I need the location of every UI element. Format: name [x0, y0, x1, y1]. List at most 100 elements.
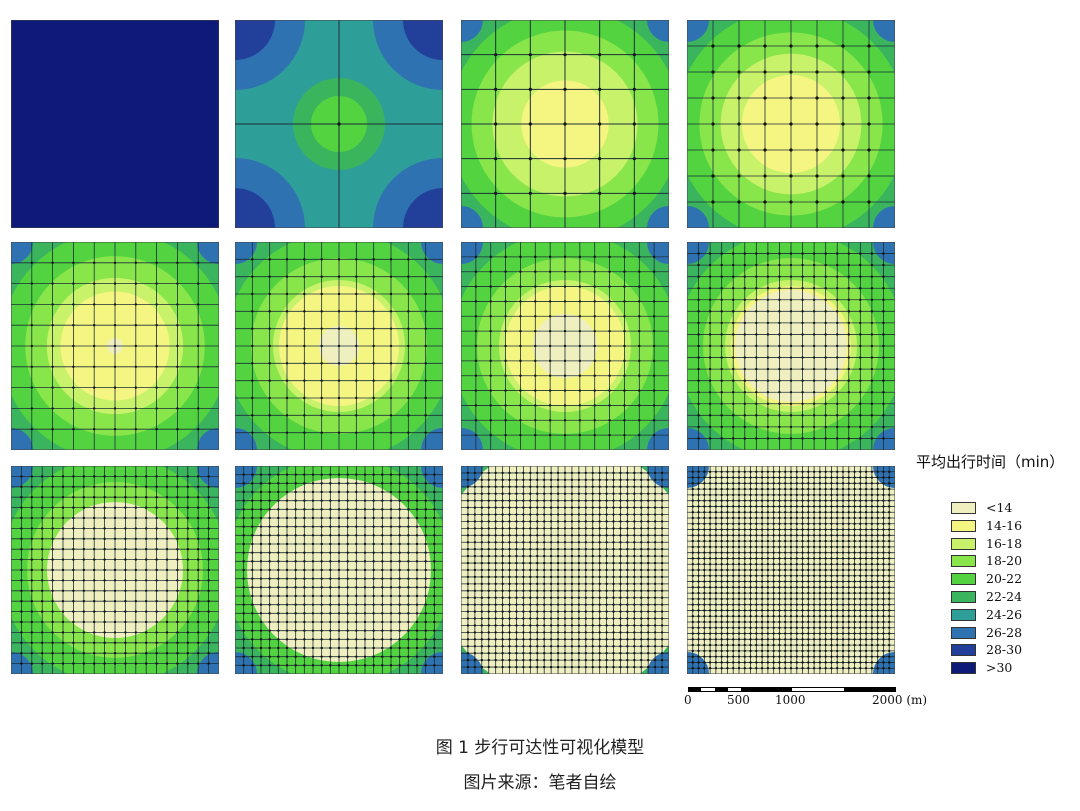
street-node [737, 499, 741, 502]
street-node [30, 631, 33, 634]
street-node [155, 558, 158, 561]
street-node [633, 499, 636, 502]
street-node [155, 600, 158, 603]
street-node [251, 594, 254, 598]
street-node [389, 431, 393, 434]
street-node [466, 499, 470, 502]
street-node [841, 551, 845, 554]
street-node [515, 485, 518, 488]
street-node [824, 655, 827, 658]
street-node [737, 505, 741, 508]
street-node [407, 525, 410, 528]
street-node [766, 487, 770, 491]
street-node [320, 586, 323, 589]
street-node [841, 609, 845, 612]
street-node [186, 641, 189, 644]
street-node [763, 96, 767, 100]
street-node [329, 542, 332, 546]
street-node [473, 485, 477, 488]
street-node [489, 315, 492, 318]
street-node [795, 580, 798, 583]
street-node [605, 548, 608, 551]
street-node [489, 359, 492, 363]
street-node [294, 594, 297, 598]
street-node [888, 586, 891, 589]
street-node [113, 365, 117, 368]
street-node [882, 534, 885, 537]
street-node [372, 362, 375, 365]
street-node [836, 661, 839, 664]
street-node [708, 414, 712, 417]
street-node [407, 655, 410, 658]
street-node [743, 499, 746, 502]
street-node [598, 658, 601, 662]
street-node [870, 402, 874, 405]
street-node [824, 505, 827, 508]
street-node [789, 96, 793, 100]
street-node [320, 525, 323, 528]
street-node [584, 561, 587, 565]
street-node [732, 586, 735, 589]
street-node [329, 534, 332, 537]
street-node [494, 645, 497, 648]
street-node [743, 551, 746, 554]
street-node [563, 582, 567, 586]
street-node [784, 638, 787, 641]
street-node [591, 554, 594, 558]
street-node [487, 665, 490, 669]
street-node [242, 655, 245, 658]
street-node [859, 632, 862, 635]
street-node [836, 263, 839, 267]
street-node [165, 641, 169, 644]
street-node [859, 391, 862, 394]
street-node [824, 667, 827, 670]
street-node [584, 541, 587, 544]
street-node [755, 333, 758, 336]
street-node [494, 582, 497, 586]
street-node [529, 541, 532, 544]
street-node [134, 282, 137, 285]
street-node [818, 649, 822, 653]
street-node [882, 425, 885, 429]
street-node [591, 506, 594, 509]
street-node [807, 476, 810, 479]
street-node [697, 574, 700, 577]
street-node [489, 433, 492, 437]
street-node [113, 344, 117, 348]
street-node [660, 541, 664, 544]
street-node [487, 658, 490, 662]
street-node [853, 482, 856, 485]
street-node [760, 487, 764, 491]
street-node [577, 631, 581, 634]
street-node [749, 511, 752, 514]
street-node [82, 506, 86, 509]
street-node [311, 525, 315, 528]
street-node [145, 568, 148, 572]
street-node [549, 603, 553, 606]
street-node [389, 258, 393, 261]
street-node [598, 596, 601, 599]
street-node [720, 615, 723, 618]
street-node [732, 505, 735, 508]
street-node [398, 542, 401, 546]
street-node [433, 473, 436, 476]
street-node [176, 568, 179, 572]
street-node [93, 600, 96, 603]
street-node [407, 490, 410, 494]
street-node [508, 665, 511, 669]
street-node [836, 356, 839, 359]
scale-label-2000: 2000 (m) [872, 693, 928, 707]
street-node [577, 645, 581, 648]
street-node [867, 122, 871, 126]
street-node [20, 589, 23, 592]
street-node [708, 638, 712, 641]
street-node [789, 516, 793, 520]
street-node [303, 551, 306, 554]
street-node [772, 643, 775, 647]
street-node [346, 638, 349, 641]
street-node [697, 425, 700, 429]
street-node [563, 568, 567, 572]
street-node [494, 478, 497, 482]
street-node [389, 379, 393, 382]
street-node [703, 539, 706, 543]
